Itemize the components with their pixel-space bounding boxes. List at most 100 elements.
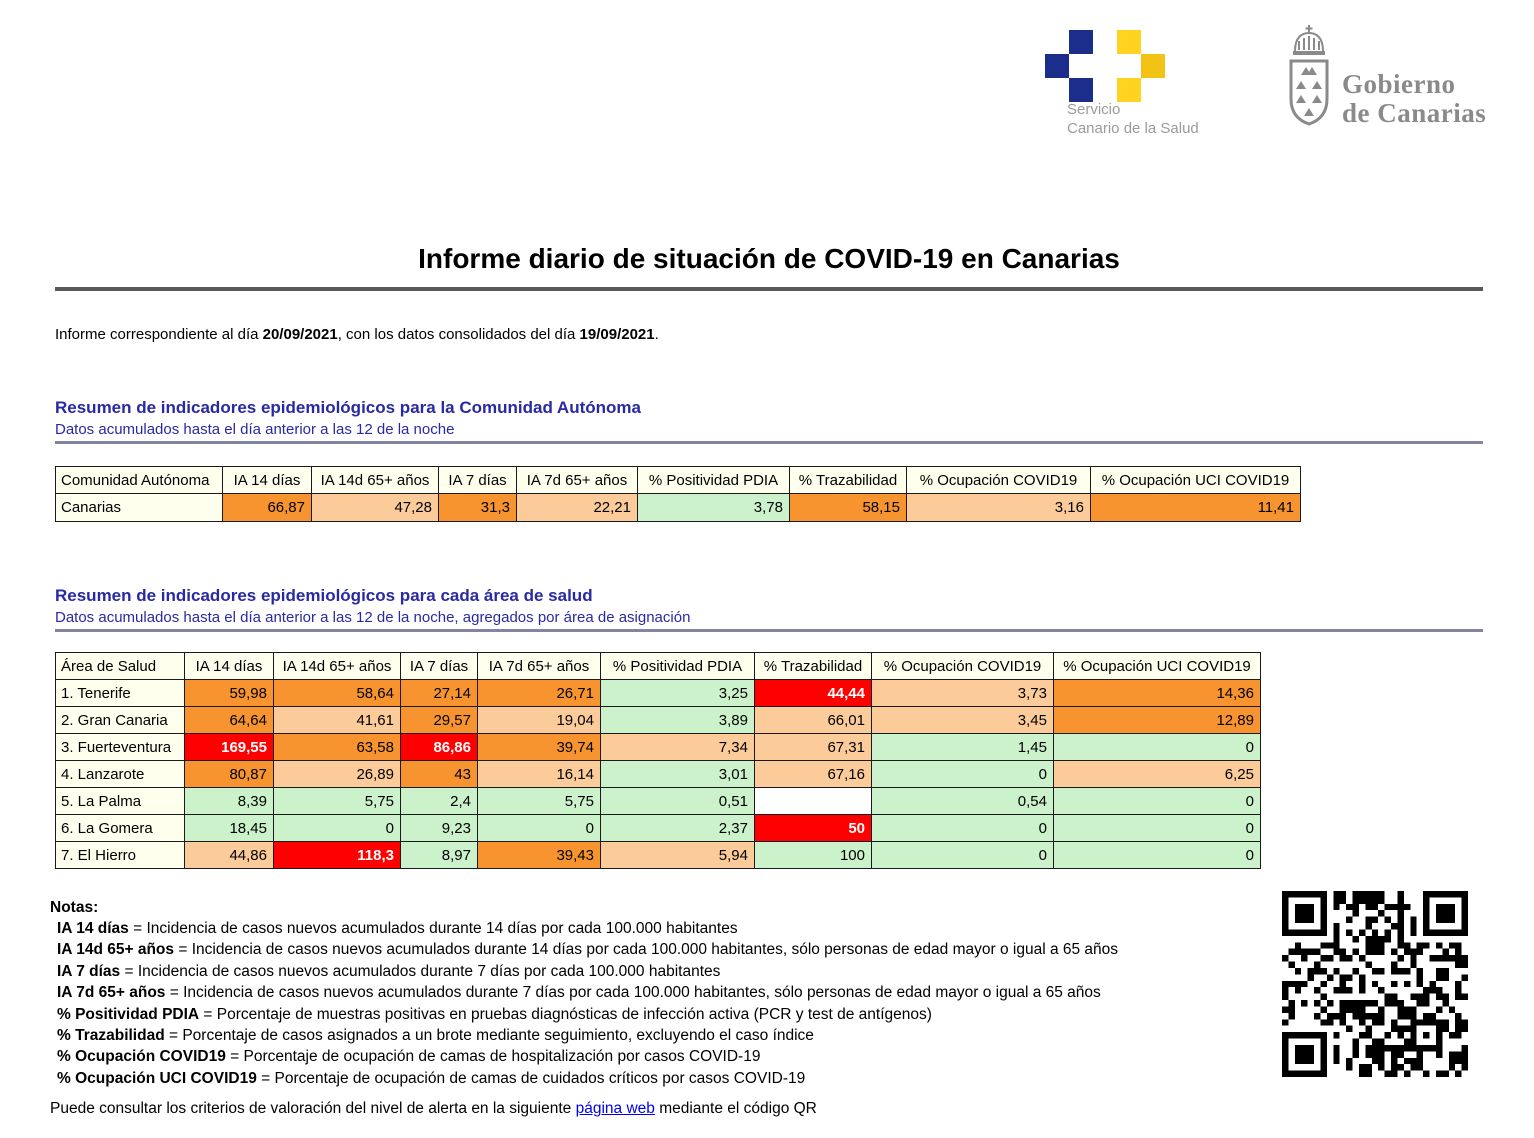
- column-header: IA 7d 65+ años: [516, 466, 638, 494]
- table-header-row: Comunidad Autónoma IA 14 días IA 14d 65+ a…: [55, 466, 1301, 494]
- value-cell: 66,01: [754, 706, 872, 734]
- servicio-canario-salud-logo: Servicio Canario de la Salud: [1045, 30, 1255, 142]
- value-cell: 67,31: [754, 733, 872, 761]
- page-title: Informe diario de situación de COVID-19 …: [418, 243, 1120, 274]
- value-cell: 0: [477, 814, 601, 842]
- value-cell: 0: [871, 841, 1054, 869]
- column-header: % Trazabilidad: [789, 466, 907, 494]
- note-item: % Trazabilidad = Porcentaje de casos asi…: [57, 1027, 814, 1045]
- value-cell: 22,21: [516, 493, 638, 522]
- note-item: IA 14d 65+ años = Incidencia de casos nu…: [57, 941, 1119, 959]
- scs-logo-text: Servicio Canario de la Salud: [1067, 101, 1199, 137]
- value-cell: 3,25: [600, 679, 755, 707]
- value-cell: 169,55: [184, 733, 274, 761]
- table-row: Canarias 66,87 47,28 31,3 22,21 3,78 58,15 3,16…: [55, 493, 1301, 522]
- section-divider: [55, 441, 1483, 444]
- canarias-coat-of-arms-icon: [1289, 25, 1329, 126]
- value-cell: 3,89: [600, 706, 755, 734]
- value-cell: 50: [754, 814, 872, 842]
- row-label-cell: 3. Fuerteventura: [55, 733, 185, 761]
- value-cell: 0,54: [871, 787, 1054, 815]
- value-cell: [754, 787, 872, 815]
- value-cell: 3,45: [871, 706, 1054, 734]
- value-cell: 66,87: [222, 493, 312, 522]
- gobierno-canarias-logo: Gobierno de Canarias: [1283, 24, 1513, 136]
- column-header: % Positividad PDIA: [637, 466, 790, 494]
- value-cell: 2,4: [400, 787, 478, 815]
- value-cell: 31,3: [438, 493, 517, 522]
- value-cell: 2,37: [600, 814, 755, 842]
- value-cell: 3,01: [600, 760, 755, 788]
- row-label-cell: 1. Tenerife: [55, 679, 185, 707]
- row-label-cell: 7. El Hierro: [55, 841, 185, 869]
- value-cell: 44,44: [754, 679, 872, 707]
- value-cell: 100: [754, 841, 872, 869]
- value-cell: 5,75: [477, 787, 601, 815]
- section-title-comunidad: Resumen de indicadores epidemiológicos p…: [55, 398, 641, 417]
- value-cell: 39,74: [477, 733, 601, 761]
- value-cell: 26,89: [273, 760, 401, 788]
- value-cell: 0: [1053, 841, 1261, 869]
- value-cell: 0: [871, 760, 1054, 788]
- value-cell: 0: [1053, 733, 1261, 761]
- value-cell: 58,15: [789, 493, 907, 522]
- value-cell: 0: [871, 814, 1054, 842]
- table-row: 3. Fuerteventura 169,55 63,58 86,86 39,74 7,3…: [55, 733, 1261, 761]
- value-cell: 27,14: [400, 679, 478, 707]
- column-header: IA 7 días: [400, 652, 478, 680]
- value-cell: 9,23: [400, 814, 478, 842]
- areas-salud-table: Área de Salud IA 14 días IA 14d 65+ años IA…: [55, 652, 1261, 869]
- row-label-cell: 2. Gran Canaria: [55, 706, 185, 734]
- value-cell: 39,43: [477, 841, 601, 869]
- section-subtitle-areas-salud: Datos acumulados hasta el día anterior a…: [55, 609, 691, 626]
- gobierno-logo-text: Gobierno de Canarias: [1342, 69, 1487, 128]
- column-header: IA 7d 65+ años: [477, 652, 601, 680]
- row-label-cell: 5. La Palma: [55, 787, 185, 815]
- comunidad-autonoma-table: Comunidad Autónoma IA 14 días IA 14d 65+ a…: [55, 466, 1301, 522]
- value-cell: 59,98: [184, 679, 274, 707]
- table-row: 7. El Hierro 44,86 118,3 8,97 39,43 5,94 100 0 0: [55, 841, 1261, 869]
- note-item: % Positividad PDIA = Porcentaje de muest…: [57, 1005, 932, 1023]
- value-cell: 26,71: [477, 679, 601, 707]
- value-cell: 29,57: [400, 706, 478, 734]
- row-label-cell: 6. La Gomera: [55, 814, 185, 842]
- value-cell: 58,64: [273, 679, 401, 707]
- title-divider: [55, 287, 1483, 291]
- notes-block: Notas: IA 14 días = Incidencia de casos …: [50, 897, 1118, 1089]
- section-title-areas-salud: Resumen de indicadores epidemiológicos p…: [55, 586, 593, 605]
- value-cell: 67,16: [754, 760, 872, 788]
- qr-code: [1282, 891, 1468, 1077]
- report-date-line: Informe correspondiente al día 20/09/202…: [55, 326, 659, 343]
- value-cell: 16,14: [477, 760, 601, 788]
- value-cell: 7,34: [600, 733, 755, 761]
- value-cell: 41,61: [273, 706, 401, 734]
- note-item: % Ocupación UCI COVID19 = Porcentaje de …: [57, 1069, 806, 1087]
- value-cell: 19,04: [477, 706, 601, 734]
- column-header: IA 14 días: [184, 652, 274, 680]
- value-cell: 3,78: [637, 493, 790, 522]
- column-header: % Positividad PDIA: [600, 652, 755, 680]
- value-cell: 0: [1053, 787, 1261, 815]
- table-row: 6. La Gomera 18,45 0 9,23 0 2,37 50 0 0: [55, 814, 1261, 842]
- value-cell: 5,75: [273, 787, 401, 815]
- pagina-web-link[interactable]: página web: [575, 1100, 655, 1117]
- value-cell: 18,45: [184, 814, 274, 842]
- value-cell: 6,25: [1053, 760, 1261, 788]
- column-header: % Ocupación COVID19: [906, 466, 1091, 494]
- value-cell: 8,39: [184, 787, 274, 815]
- table-row: 4. Lanzarote 80,87 26,89 43 16,14 3,01 67,16 0 6…: [55, 760, 1261, 788]
- value-cell: 1,45: [871, 733, 1054, 761]
- value-cell: 3,16: [906, 493, 1091, 522]
- table-header-row: Área de Salud IA 14 días IA 14d 65+ años IA…: [55, 652, 1261, 680]
- column-header: Comunidad Autónoma: [55, 466, 223, 494]
- value-cell: 8,97: [400, 841, 478, 869]
- value-cell: 14,36: [1053, 679, 1261, 707]
- value-cell: 12,89: [1053, 706, 1261, 734]
- notes-title: Notas:: [50, 899, 99, 916]
- value-cell: 118,3: [273, 841, 401, 869]
- section-divider: [55, 629, 1483, 632]
- value-cell: 64,64: [184, 706, 274, 734]
- value-cell: 86,86: [400, 733, 478, 761]
- column-header: IA 14d 65+ años: [273, 652, 401, 680]
